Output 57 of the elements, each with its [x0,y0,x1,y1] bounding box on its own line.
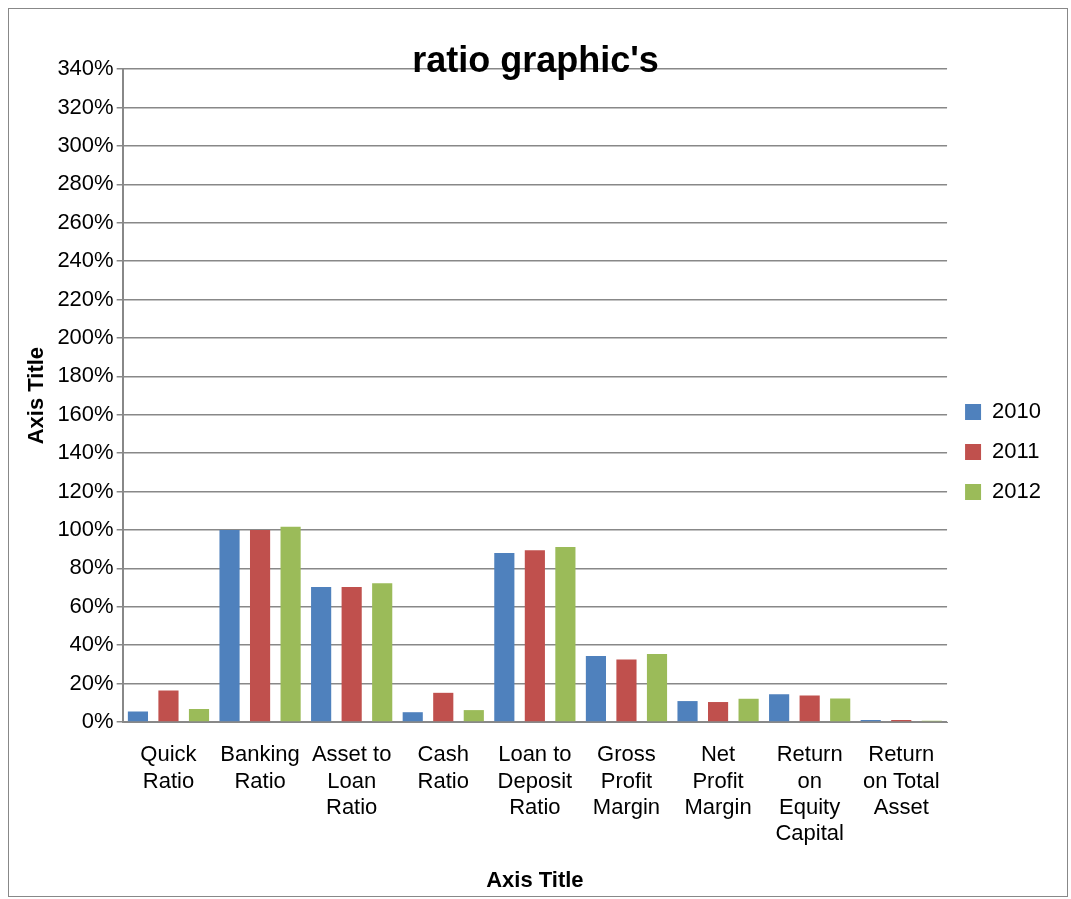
x-axis-title: Axis Title [486,866,584,892]
y-tick-label: 40% [69,631,114,657]
y-tick-label: 340% [57,55,114,81]
y-tick-label: 120% [57,477,114,503]
bar [372,583,393,722]
bar [524,550,545,722]
x-tick-label: Return on Equity Capital [775,741,844,846]
legend-label: 2010 [992,398,1042,424]
y-tick-label: 160% [57,400,114,426]
bar [249,530,271,722]
y-tick-label: 140% [57,439,114,465]
x-tick-label: Return on Total Asset [862,741,940,820]
y-axis-title: Axis Title [23,346,49,445]
bar [188,708,210,722]
bar [555,547,576,722]
x-tick-label: Net Profit Margin [684,741,752,820]
bar [127,711,149,722]
bar [799,695,820,722]
bar [616,659,637,722]
bar [219,530,240,722]
bar [494,553,515,722]
x-tick-label: Cash Ratio [417,741,469,793]
x-tick-label: Banking Ratio [220,741,300,793]
y-tick-label: 240% [57,247,114,273]
bar [463,710,484,722]
bar [341,587,362,722]
bar [769,694,790,722]
y-tick-label: 300% [57,132,114,158]
y-tick-label: 220% [57,285,114,311]
y-tick-label: 200% [57,324,114,350]
bar [433,692,454,722]
y-tick-label: 180% [57,362,114,388]
bar [646,654,668,722]
chart-title: ratio graphic's [412,38,659,80]
legend-label: 2012 [992,478,1042,504]
bar [402,712,423,722]
bar [585,655,607,722]
bar [158,690,179,722]
bar [280,526,301,722]
y-tick-label: 280% [57,170,114,196]
bar [311,587,332,722]
y-tick-label: 320% [57,93,114,119]
bar [677,701,698,722]
y-tick-label: 60% [69,592,114,618]
y-tick-label: 260% [57,208,114,234]
x-tick-label: Gross Profit Margin [592,741,661,820]
x-tick-label: Asset to Loan Ratio [311,741,392,820]
x-tick-label: Loan to Deposit Ratio [497,741,573,820]
y-tick-label: 0% [81,708,114,734]
legend-label: 2011 [992,438,1040,464]
y-tick-label: 100% [57,516,114,542]
x-tick-label: Quick Ratio [140,741,198,793]
bar [738,698,759,722]
y-tick-label: 80% [69,554,114,580]
bar [707,702,729,722]
y-tick-label: 20% [69,669,114,695]
bar [830,698,851,722]
